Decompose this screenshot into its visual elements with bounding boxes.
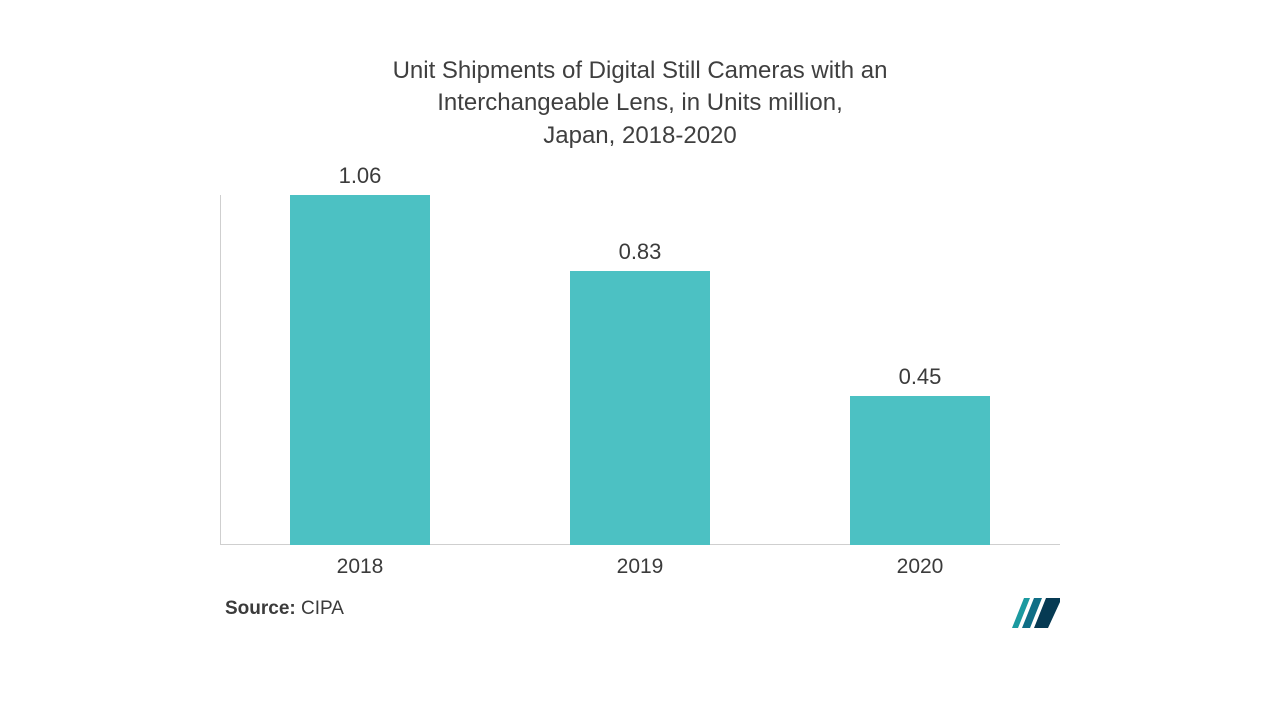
category-label-2020: 2020	[820, 555, 1020, 579]
bar-2020	[850, 396, 990, 545]
chart-canvas: Unit Shipments of Digital Still Cameras …	[0, 0, 1280, 720]
value-label-2019: 0.83	[540, 239, 740, 265]
bar-2019	[570, 271, 710, 545]
chart-title-line-2: Interchangeable Lens, in Units million,	[437, 89, 843, 116]
plot-area: 1.0620180.8320190.452020	[220, 195, 1060, 545]
y-axis-line	[220, 195, 221, 545]
source-label: Source:	[225, 598, 296, 619]
value-label-2020: 0.45	[820, 364, 1020, 390]
value-label-2018: 1.06	[260, 163, 460, 189]
brand-logo-icon	[1012, 598, 1060, 628]
category-label-2019: 2019	[540, 555, 740, 579]
chart-title-line-3: Japan, 2018-2020	[543, 122, 737, 149]
bar-2018	[290, 195, 430, 545]
chart-title-line-1: Unit Shipments of Digital Still Cameras …	[393, 57, 888, 84]
category-label-2018: 2018	[260, 555, 460, 579]
chart-title: Unit Shipments of Digital Still Cameras …	[0, 55, 1280, 152]
source-attribution: Source: CIPA	[225, 598, 344, 620]
source-value: CIPA	[301, 598, 344, 619]
